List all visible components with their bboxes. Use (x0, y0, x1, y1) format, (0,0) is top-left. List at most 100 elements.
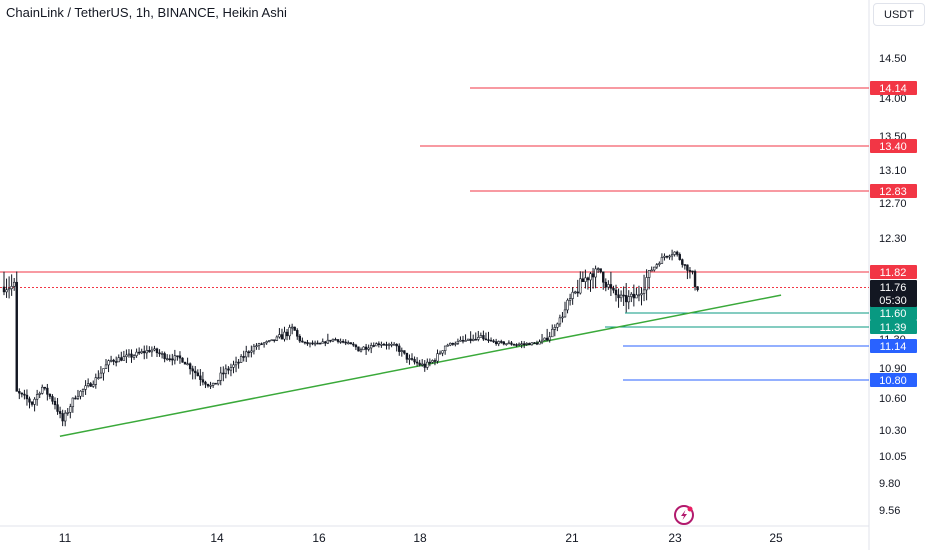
price-tick-label: 14.00 (879, 93, 907, 105)
candle-5 (15, 271, 18, 392)
candle-2 (7, 276, 11, 299)
candle-230 (589, 271, 592, 292)
candle-156 (400, 347, 403, 357)
candle-124 (318, 342, 322, 345)
time-axis[interactable]: 11 14 16 18 21 23 25 (59, 531, 783, 545)
candle-267 (683, 264, 687, 270)
candle-12 (33, 397, 36, 412)
candle-256 (655, 263, 659, 270)
candle-250 (640, 287, 643, 306)
svg-text:11.82: 11.82 (880, 267, 907, 279)
candle-272 (696, 286, 699, 292)
candle-19 (51, 394, 54, 405)
candle-94 (242, 350, 245, 362)
candle-59 (153, 345, 156, 352)
horizontal-levels[interactable] (0, 87, 869, 381)
candle-11 (30, 401, 34, 407)
candle-196 (502, 341, 505, 346)
candle-32 (84, 380, 87, 395)
candle-134 (344, 339, 347, 346)
price-tags: 14.14 13.40 12.83 11.82 11.60 11.39 11.14 10.80… (870, 81, 917, 387)
current-price-value: 11.76 (880, 282, 907, 294)
candle-189 (484, 332, 488, 341)
candle-1 (5, 278, 8, 298)
candle-3 (10, 274, 13, 296)
candle-130 (334, 337, 337, 341)
candle-255 (653, 266, 656, 272)
candle-28 (74, 395, 77, 400)
price-tick-label: 14.50 (879, 53, 907, 65)
candle-33 (86, 378, 90, 388)
candles (2, 249, 699, 427)
candle-225 (576, 279, 579, 297)
candle-141 (362, 346, 365, 351)
candle-241 (617, 288, 620, 308)
candle-249 (637, 285, 641, 302)
candle-146 (375, 342, 378, 347)
candle-192 (492, 339, 495, 343)
price-tick-label: 10.05 (879, 451, 907, 463)
candle-247 (632, 284, 636, 307)
candle-143 (367, 344, 370, 352)
candle-205 (525, 342, 528, 346)
candle-66 (171, 353, 174, 366)
candle-235 (602, 271, 605, 290)
candle-35 (92, 380, 95, 388)
svg-text:11.39: 11.39 (880, 322, 907, 334)
candle-71 (183, 361, 187, 365)
candle-157 (403, 350, 406, 355)
candle-138 (354, 343, 358, 351)
candle-30 (79, 390, 82, 400)
candle-38 (99, 366, 103, 379)
candle-24 (64, 410, 67, 427)
candle-29 (76, 389, 80, 400)
candle-18 (48, 393, 52, 400)
candle-148 (380, 341, 383, 348)
candle-91 (234, 356, 238, 373)
candle-175 (449, 342, 452, 347)
candle-183 (469, 331, 472, 344)
candle-62 (160, 351, 164, 359)
candle-173 (443, 345, 447, 355)
candle-114 (293, 326, 296, 331)
candle-159 (408, 354, 411, 365)
trendline[interactable] (59, 294, 782, 437)
candle-240 (614, 284, 618, 302)
trendline-group[interactable] (59, 294, 782, 437)
candle-133 (341, 339, 345, 344)
candle-8 (23, 389, 26, 400)
candle-202 (517, 342, 521, 346)
candle-41 (107, 359, 110, 373)
svg-text:11.60: 11.60 (880, 308, 907, 320)
candle-191 (489, 337, 493, 342)
candle-239 (612, 285, 615, 294)
candle-37 (97, 370, 100, 380)
svg-text:10.80: 10.80 (879, 375, 907, 387)
candle-16 (43, 386, 47, 391)
candle-163 (418, 359, 421, 367)
candle-110 (283, 326, 286, 342)
candle-87 (224, 364, 228, 379)
candle-220 (563, 301, 567, 318)
candle-89 (229, 363, 233, 377)
candle-252 (645, 269, 648, 301)
candle-63 (163, 351, 166, 363)
candle-116 (298, 334, 301, 343)
currency-selector-button[interactable]: USDT (873, 3, 925, 26)
candle-26 (69, 403, 72, 419)
candle-7 (20, 392, 24, 398)
candle-214 (548, 331, 551, 343)
candle-218 (558, 314, 562, 327)
candle-84 (217, 379, 220, 386)
candle-198 (507, 340, 511, 345)
candle-48 (125, 349, 128, 364)
price-tick-label: 13.10 (879, 165, 907, 177)
candle-248 (635, 287, 638, 299)
candle-234 (599, 268, 602, 274)
level-tag-7: 10.80 (870, 373, 917, 387)
svg-text:11.14: 11.14 (880, 341, 907, 353)
candle-187 (479, 332, 483, 338)
candle-165 (423, 360, 426, 372)
candle-227 (581, 271, 585, 282)
